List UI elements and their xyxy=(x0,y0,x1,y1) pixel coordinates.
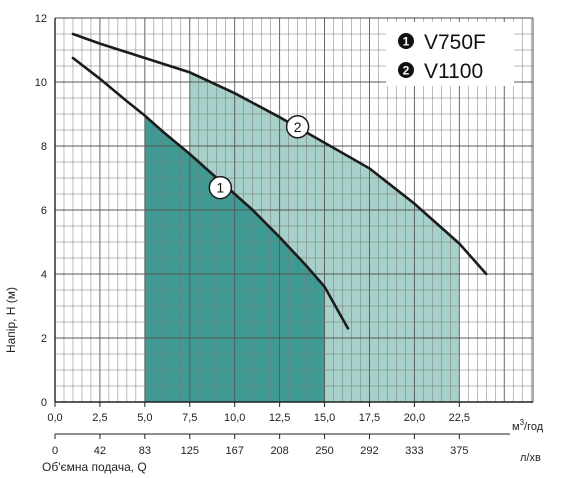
x-tick-label-top: 0,0 xyxy=(47,412,62,424)
x-tick-label-bottom: 292 xyxy=(360,445,378,457)
x-tick-label-top: 2,5 xyxy=(92,412,107,424)
chart-axes xyxy=(54,17,534,435)
x-tick-label-bottom: 125 xyxy=(181,445,199,457)
y-axis-label: Напір, Н (м) xyxy=(4,287,18,353)
series-line-2 xyxy=(71,32,488,276)
x-tick-label-top: 15,0 xyxy=(314,412,335,424)
legend-entry-2: 2 V1100 xyxy=(398,60,483,83)
legend-marker-1 xyxy=(398,33,414,49)
legend-marker-1-number: 1 xyxy=(403,35,410,49)
x-tick-label-top: 10,0 xyxy=(224,412,245,424)
performance-curves: 12 xyxy=(71,32,488,330)
y-tick-label: 10 xyxy=(35,77,47,89)
x-tick-label-bottom: 167 xyxy=(226,445,244,457)
x-tick-label-bottom: 375 xyxy=(450,445,468,457)
legend-marker-2 xyxy=(398,62,414,78)
x-tick-label-top: 22,5 xyxy=(449,412,470,424)
y-tick-label: 12 xyxy=(35,13,47,25)
x-tick-label-top: 17,5 xyxy=(359,412,380,424)
x-tick-label-bottom: 0 xyxy=(52,445,58,457)
x-tick-label-bottom: 250 xyxy=(315,445,333,457)
legend-entry-1: 1 V750F xyxy=(398,31,486,54)
y-tick-label: 2 xyxy=(41,333,47,345)
series-marker-number-2: 2 xyxy=(294,119,302,135)
x-tick-label-bottom: 333 xyxy=(405,445,423,457)
series-marker-circle-2 xyxy=(285,115,310,139)
y-tick-label: 0 xyxy=(41,397,47,409)
legend-label-2: V1100 xyxy=(424,60,483,83)
chart-legend: 1 V750F 2 V1100 xyxy=(386,22,514,86)
x-tick-label-bottom: 208 xyxy=(270,445,288,457)
series-marker-circle-1 xyxy=(208,175,233,200)
x-tick-label-top: 5,0 xyxy=(137,412,152,424)
legend-label-1: V750F xyxy=(424,31,486,54)
chart-grid xyxy=(54,17,533,403)
x-unit-top: м3/год xyxy=(512,418,544,433)
legend-marker-2-number: 2 xyxy=(403,64,410,78)
x-tick-label-top: 20,0 xyxy=(404,412,425,424)
y-tick-label: 4 xyxy=(41,269,47,281)
x-tick-label-top: 7,5 xyxy=(182,412,197,424)
x-tick-label-top: 12,5 xyxy=(269,412,290,424)
x-tick-label-bottom: 42 xyxy=(94,445,106,457)
series-marker-number-1: 1 xyxy=(216,180,224,196)
y-tick-label: 6 xyxy=(41,205,47,217)
x-tick-label-bottom: 83 xyxy=(139,445,151,457)
y-tick-label: 8 xyxy=(41,141,47,153)
x-axis-label: Об'ємна подача, Q xyxy=(42,460,147,474)
x-unit-bottom: л/хв xyxy=(520,452,541,464)
